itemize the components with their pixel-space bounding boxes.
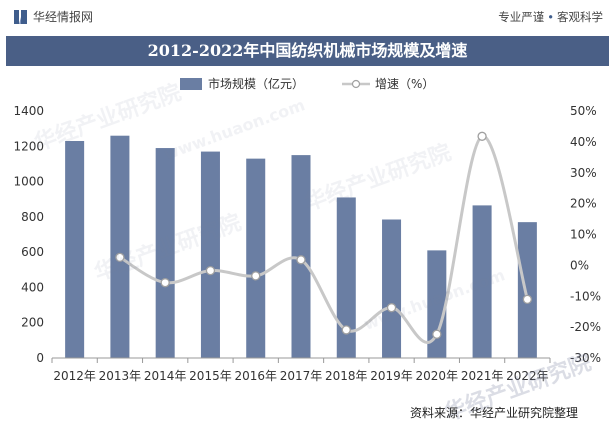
x-tick-label: 2016年	[234, 369, 277, 383]
y-left-tick-label: 1200	[13, 139, 44, 153]
bar	[200, 151, 220, 358]
y-left-tick-label: 1400	[13, 104, 44, 118]
growth-point	[115, 252, 125, 262]
chart-title: 2012-2022年中国纺织机械市场规模及增速	[6, 36, 609, 66]
x-tick-label: 2012年	[53, 369, 96, 383]
growth-point	[432, 329, 442, 339]
legend-line-swatch	[342, 79, 371, 88]
growth-point	[160, 278, 170, 288]
x-tick-label: 2017年	[280, 369, 323, 383]
bar	[427, 250, 447, 358]
growth-point	[296, 255, 306, 265]
y-right-tick-label: 40%	[570, 135, 597, 149]
brand-name: 华经情报网	[33, 10, 94, 24]
x-tick-label: 2015年	[189, 369, 232, 383]
slogan-left: 专业严谨	[498, 10, 545, 24]
x-tick-label: 2022年	[506, 369, 549, 383]
legend-item-line: 增速（%）	[342, 75, 434, 92]
brand-logo-icon	[14, 9, 27, 24]
bar	[517, 222, 537, 358]
bar	[336, 197, 356, 358]
growth-point	[205, 265, 216, 276]
growth-point	[522, 294, 533, 304]
bar	[110, 135, 130, 358]
growth-point	[386, 303, 397, 313]
legend: 市场规模（亿元） 增速（%）	[180, 75, 472, 92]
y-right-tick-label: -30%	[570, 351, 601, 365]
y-left-tick-label: 800	[21, 210, 44, 224]
growth-point	[477, 131, 487, 141]
y-left-tick-label: 400	[21, 280, 44, 294]
y-right-tick-label: 0%	[570, 258, 589, 272]
growth-point	[341, 325, 351, 335]
growth-point	[251, 271, 261, 281]
slogan: 专业严谨 • 客观科学	[498, 9, 603, 25]
x-tick-label: 2021年	[461, 369, 504, 383]
x-tick-label: 2019年	[370, 369, 413, 383]
bar	[382, 219, 402, 358]
x-tick-label: 2018年	[325, 369, 368, 383]
bar	[155, 148, 175, 358]
y-right-tick-label: 30%	[570, 166, 597, 180]
source-note: 资料来源：华经产业研究院整理	[410, 406, 579, 420]
y-left-tick-label: 1000	[13, 175, 44, 189]
x-tick-label: 2020年	[416, 369, 459, 383]
y-right-tick-label: -20%	[570, 320, 601, 334]
legend-line-label: 增速（%）	[375, 77, 435, 91]
x-tick-label: 2014年	[144, 369, 187, 383]
legend-bar-swatch	[180, 77, 202, 90]
slogan-right: 客观科学	[557, 10, 603, 24]
y-right-tick-label: 10%	[570, 228, 597, 242]
bar	[472, 205, 492, 358]
y-left-tick-label: 200	[21, 316, 44, 330]
slogan-dot-icon: •	[547, 10, 554, 24]
x-tick-label: 2013年	[99, 369, 142, 383]
brand: 华经情报网	[14, 8, 93, 25]
y-left-tick-label: 600	[21, 245, 44, 259]
top-bar: 华经情报网 专业严谨 • 客观科学	[0, 0, 615, 34]
y-right-tick-label: 20%	[570, 197, 597, 211]
y-right-tick-label: 50%	[570, 104, 597, 118]
y-right-tick-label: -10%	[570, 289, 601, 303]
legend-item-bar: 市场规模（亿元）	[180, 75, 304, 92]
bar	[246, 158, 266, 358]
y-left-tick-label: 0	[36, 351, 44, 365]
growth-line	[119, 134, 529, 344]
legend-bar-label: 市场规模（亿元）	[208, 77, 305, 91]
bar	[65, 140, 85, 358]
